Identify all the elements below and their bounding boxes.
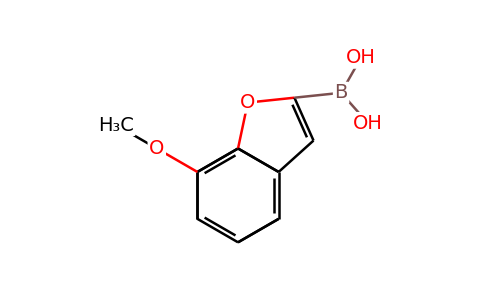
Text: H: H xyxy=(102,116,116,134)
Text: H₃C: H₃C xyxy=(98,116,134,134)
Text: H: H xyxy=(102,116,116,134)
Text: B: B xyxy=(334,83,348,102)
Text: OH: OH xyxy=(346,48,376,67)
Text: O: O xyxy=(240,93,256,112)
Text: OH: OH xyxy=(353,113,383,133)
Text: O: O xyxy=(149,139,165,158)
